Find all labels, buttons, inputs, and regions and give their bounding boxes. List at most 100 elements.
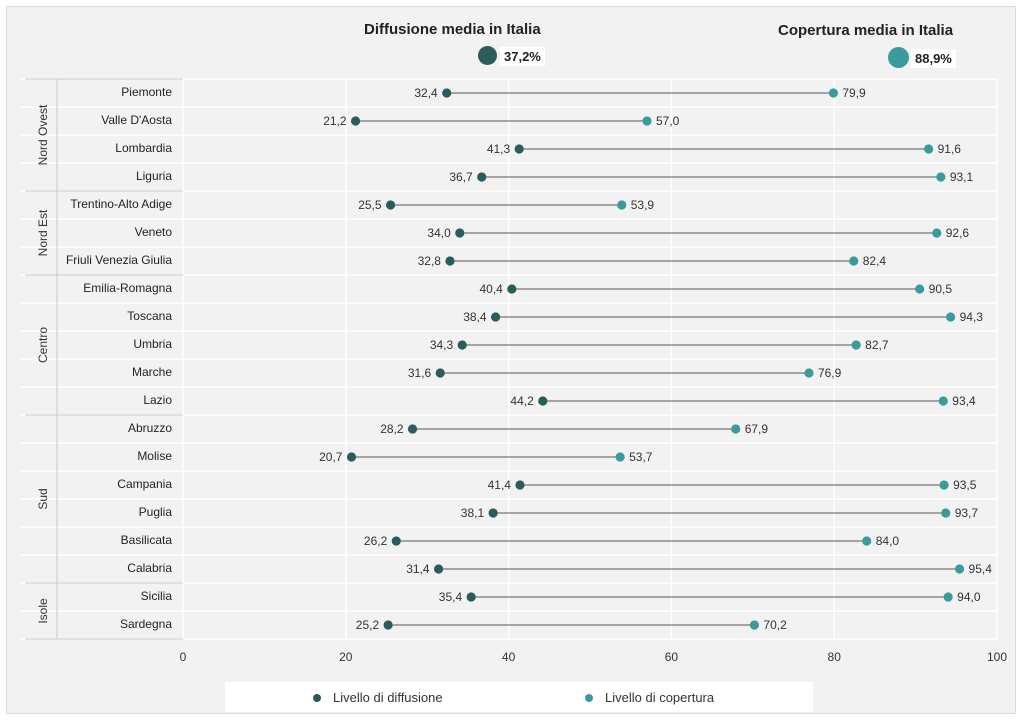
diffusion-label-7: 40,4 — [479, 282, 503, 296]
coverage-point-8 — [946, 312, 956, 322]
diffusion-point-3 — [477, 172, 487, 182]
category-label-0: Piemonte — [121, 85, 172, 99]
coverage-point-7 — [915, 284, 925, 294]
diffusion-point-17 — [433, 564, 444, 574]
coverage-point-5 — [932, 228, 942, 238]
diffusion-label-5: 34,0 — [427, 226, 451, 240]
diffusion-point-9 — [457, 340, 467, 350]
coverage-point-14 — [939, 480, 949, 490]
coverage-label-16: 84,0 — [876, 534, 900, 548]
x-tick-label-40: 40 — [502, 650, 516, 664]
category-label-9: Umbria — [133, 337, 172, 351]
category-label-7: Emilia-Romagna — [83, 281, 172, 295]
category-label-17: Calabria — [127, 561, 172, 575]
diffusion-label-10: 31,6 — [408, 366, 432, 380]
category-label-19: Sardegna — [120, 617, 172, 631]
coverage-label-1: 57,0 — [656, 114, 680, 128]
category-label-4: Trentino-Alto Adige — [70, 197, 172, 211]
coverage-point-0 — [828, 88, 838, 98]
legend-diffusion-label: Livello di diffusione — [333, 690, 443, 705]
diffusion-label-3: 36,7 — [449, 170, 473, 184]
group-label-0: Nord Ovest — [36, 104, 50, 165]
category-label-15: Puglia — [139, 505, 173, 519]
coverage-point-4 — [617, 200, 627, 210]
coverage-label-0: 79,9 — [842, 86, 866, 100]
category-label-1: Valle D'Aosta — [101, 113, 172, 127]
diffusion-label-16: 26,2 — [364, 534, 388, 548]
legend-coverage-dot — [585, 693, 593, 702]
diffusion-point-15 — [488, 508, 498, 518]
coverage-point-11 — [938, 396, 948, 406]
diffusion-label-15: 38,1 — [461, 506, 485, 520]
x-tick-label-60: 60 — [665, 650, 679, 664]
group-label-3: Sud — [36, 488, 50, 509]
x-tick-label-20: 20 — [339, 650, 353, 664]
x-tick-label-80: 80 — [828, 650, 842, 664]
coverage-label-4: 53,9 — [631, 198, 655, 212]
coverage-point-15 — [941, 508, 951, 518]
diffusion-average-dot — [478, 46, 497, 65]
coverage-label-17: 95,4 — [969, 562, 993, 576]
coverage-label-9: 82,7 — [865, 338, 889, 352]
coverage-point-3 — [936, 172, 946, 182]
coverage-label-12: 67,9 — [745, 422, 769, 436]
category-label-10: Marche — [132, 365, 172, 379]
coverage-label-11: 93,4 — [952, 394, 976, 408]
coverage-label-10: 76,9 — [818, 366, 842, 380]
diffusion-label-17: 31,4 — [406, 562, 430, 576]
category-label-12: Abruzzo — [128, 421, 172, 435]
coverage-label-14: 93,5 — [953, 478, 977, 492]
coverage-point-2 — [924, 144, 934, 154]
category-label-13: Molise — [137, 449, 172, 463]
x-tick-label-100: 100 — [987, 650, 1007, 664]
category-label-3: Liguria — [136, 169, 172, 183]
coverage-label-19: 70,2 — [763, 618, 787, 632]
diffusion-average-value: 37,2% — [500, 47, 545, 66]
legend-item-coverage: Livello di copertura — [585, 690, 714, 705]
diffusion-point-6 — [445, 256, 455, 266]
diffusion-average-title: Diffusione media in Italia — [364, 21, 541, 38]
coverage-label-8: 94,3 — [960, 310, 984, 324]
diffusion-label-2: 41,3 — [487, 142, 511, 156]
category-label-5: Veneto — [135, 225, 173, 239]
chart-legend: Livello di diffusione Livello di copertu… — [225, 682, 813, 712]
diffusion-point-1 — [350, 116, 361, 126]
diffusion-point-16 — [391, 536, 401, 546]
coverage-point-17 — [954, 564, 965, 574]
coverage-label-7: 90,5 — [929, 282, 953, 296]
diffusion-label-8: 38,4 — [463, 310, 487, 324]
coverage-average-title: Copertura media in Italia — [778, 22, 954, 39]
group-label-1: Nord Est — [36, 209, 50, 256]
chart-frame — [6, 6, 1016, 714]
diffusion-label-12: 28,2 — [380, 422, 404, 436]
diffusion-label-14: 41,4 — [488, 478, 512, 492]
coverage-label-2: 91,6 — [938, 142, 962, 156]
diffusion-label-6: 32,8 — [418, 254, 442, 268]
category-label-18: Sicilia — [141, 589, 173, 603]
coverage-average-value: 88,9% — [911, 49, 956, 68]
legend-coverage-label: Livello di copertura — [605, 690, 715, 705]
coverage-average-dot — [888, 47, 909, 68]
category-label-11: Lazio — [143, 393, 172, 407]
diffusion-point-11 — [538, 396, 548, 406]
coverage-label-5: 92,6 — [946, 226, 970, 240]
diffusion-label-13: 20,7 — [319, 450, 343, 464]
coverage-point-10 — [804, 368, 814, 378]
diffusion-point-7 — [507, 284, 517, 294]
coverage-point-13 — [615, 452, 625, 462]
diffusion-point-8 — [490, 312, 501, 322]
legend-item-diffusion: Livello di diffusione — [313, 690, 443, 705]
diffusion-label-0: 32,4 — [414, 86, 438, 100]
x-tick-label-0: 0 — [180, 650, 187, 664]
coverage-label-15: 93,7 — [955, 506, 979, 520]
diffusion-point-18 — [466, 592, 476, 602]
coverage-point-9 — [851, 340, 861, 350]
coverage-label-6: 82,4 — [863, 254, 887, 268]
diffusion-point-10 — [435, 368, 445, 378]
category-label-14: Campania — [117, 477, 172, 491]
category-label-8: Toscana — [127, 309, 172, 323]
coverage-point-16 — [862, 536, 872, 546]
category-label-16: Basilicata — [121, 533, 173, 547]
category-label-2: Lombardia — [115, 141, 172, 155]
